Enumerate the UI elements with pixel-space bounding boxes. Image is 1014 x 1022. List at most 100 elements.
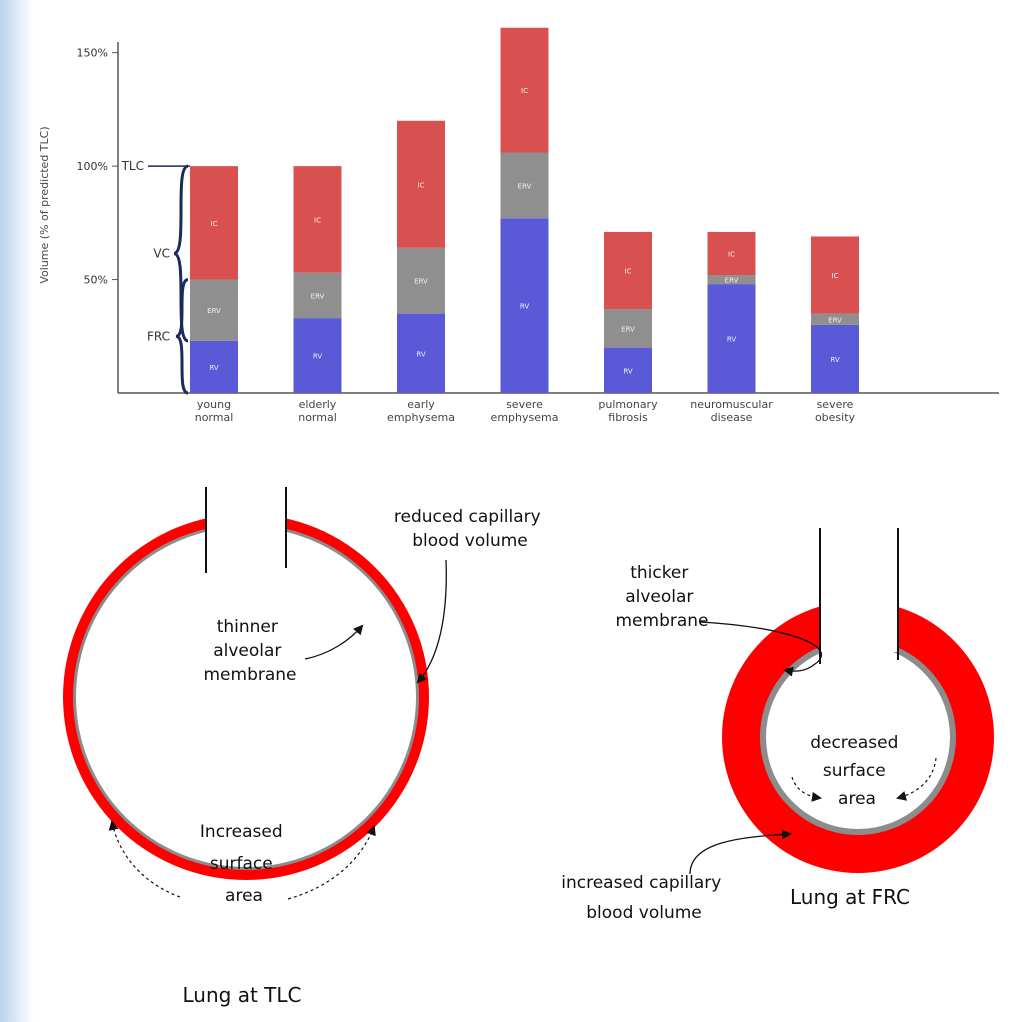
- annotation-vc: VC: [153, 246, 170, 260]
- bar-segment-erv: [811, 313, 859, 325]
- alveolar-space: [76, 527, 416, 867]
- segment-label: IC: [625, 267, 632, 275]
- bar-segment-erv: [397, 247, 445, 314]
- category-label: severe emphysema: [491, 398, 559, 424]
- label-increased-capillary: increased capillary blood volume: [561, 873, 726, 923]
- annotations: TLC VC FRC: [121, 159, 190, 395]
- y-axis-label: Volume (% of predicted TLC): [38, 126, 51, 283]
- airway-channel: [820, 542, 898, 652]
- bar-segment-ic: [190, 166, 238, 280]
- segment-label: IC: [211, 220, 218, 228]
- brace-frc: [175, 278, 189, 395]
- stacked-bar-chart: Volume (% of predicted TLC) 150%100%50% …: [38, 27, 999, 424]
- category-label: severe obesity: [815, 398, 856, 424]
- bar-segment-rv: [397, 313, 445, 393]
- bar-segment-ic: [604, 231, 652, 310]
- category-label-line: pulmonary: [598, 398, 658, 411]
- category-label: young normal: [195, 398, 234, 424]
- arrow-surface-left: [108, 820, 181, 898]
- segment-label: ERV: [207, 307, 221, 315]
- category-label-line: severe: [506, 398, 543, 411]
- category-label: early emphysema: [387, 398, 455, 424]
- category-label-line: neuromuscular: [690, 398, 773, 411]
- bar-segment-erv: [500, 152, 549, 219]
- bar-segment-rv: [293, 318, 342, 393]
- caption-frc: Lung at FRC: [790, 885, 910, 909]
- lung-at-frc: thicker alveolar membrane decreased surf…: [561, 528, 994, 923]
- bar-segment-ic: [500, 27, 549, 153]
- segment-label: ERV: [311, 292, 325, 300]
- arrow-reduced-capillary: [416, 559, 447, 684]
- segment-label: ERV: [828, 316, 842, 324]
- category-label-line: disease: [711, 411, 753, 424]
- arrow-surface-right: [287, 825, 376, 900]
- category-label: neuromuscular disease: [690, 398, 773, 424]
- y-tick-label: 150%: [77, 47, 108, 60]
- bar-segment-erv: [190, 279, 238, 341]
- annotation-tlc: TLC: [121, 159, 144, 173]
- segment-label: RV: [416, 350, 425, 358]
- category-label-line: severe: [817, 398, 854, 411]
- bar-segment-erv: [707, 275, 756, 285]
- label-reduced-capillary: reduced capillary blood volume: [394, 507, 546, 551]
- arrow-increased-capillary: [689, 829, 792, 875]
- segment-label: RV: [830, 356, 839, 364]
- segment-label: ERV: [414, 278, 428, 286]
- category-label-line: fibrosis: [608, 411, 648, 424]
- y-tick-label: 50%: [84, 274, 108, 287]
- label-increased-surface: Increased surface area: [200, 822, 288, 906]
- category-label-line: obesity: [815, 411, 856, 424]
- category-label: elderly normal: [298, 398, 337, 424]
- bar-segment-erv: [293, 272, 342, 319]
- arrow-surface-left: [791, 776, 822, 802]
- category-label-line: emphysema: [387, 411, 455, 424]
- category-label: pulmonary fibrosis: [598, 398, 658, 424]
- segment-label: IC: [314, 216, 321, 224]
- segment-label: RV: [209, 364, 218, 372]
- segment-label: ERV: [621, 325, 635, 333]
- category-label-line: elderly: [299, 398, 337, 411]
- label-thicker-membrane: thicker alveolar membrane: [615, 563, 708, 631]
- y-tick-label: 100%: [77, 160, 108, 173]
- bar-segment-ic: [811, 236, 859, 314]
- segment-label: RV: [313, 353, 322, 361]
- segment-label: IC: [832, 272, 839, 280]
- bar-segment-erv: [604, 309, 652, 348]
- segment-label: ERV: [518, 182, 532, 190]
- arrow-thicker-membrane: [699, 621, 822, 677]
- category-label-line: emphysema: [491, 411, 559, 424]
- segment-label: IC: [728, 250, 735, 258]
- bar-segment-rv: [707, 284, 756, 393]
- lung-diagram: reduced capillary blood volume thinner a…: [63, 487, 994, 1007]
- segment-label: IC: [521, 87, 528, 95]
- category-label-line: normal: [195, 411, 234, 424]
- arrow-thinner-membrane: [304, 624, 364, 660]
- airway-gap: [206, 502, 286, 538]
- segment-label: IC: [418, 181, 425, 189]
- category-label-line: normal: [298, 411, 337, 424]
- label-thinner-membrane: thinner alveolar membrane: [203, 617, 296, 685]
- segment-label: RV: [520, 303, 529, 311]
- bar-segment-rv: [500, 218, 549, 393]
- lung-at-tlc: reduced capillary blood volume thinner a…: [63, 487, 546, 1007]
- bar-segment-rv: [190, 340, 238, 393]
- category-label-line: early: [407, 398, 435, 411]
- label-decreased-surface: decreased surface area: [810, 733, 904, 809]
- bar-segment-ic: [293, 166, 342, 273]
- bar-segment-ic: [707, 231, 756, 276]
- axes: [117, 42, 999, 394]
- segment-label: ERV: [725, 277, 739, 285]
- bar-segment-rv: [604, 347, 652, 393]
- caption-tlc: Lung at TLC: [183, 983, 302, 1007]
- alveolar-space: [766, 645, 950, 829]
- bars: RV ERV IC RV ERV IC RV ERV IC RV ERV IC RV ERV IC RV ERV…: [190, 27, 859, 393]
- annotation-frc: FRC: [147, 329, 170, 343]
- y-ticks: 150% 100% 50%: [77, 47, 118, 287]
- bar-segment-ic: [397, 120, 445, 248]
- segment-label: RV: [727, 336, 736, 344]
- segment-label: RV: [623, 367, 632, 375]
- chart-panel: Volume (% of predicted TLC) 150% 100% 50% …: [34, 0, 1014, 442]
- category-label-line: young: [197, 398, 231, 411]
- bar-segment-rv: [811, 324, 859, 393]
